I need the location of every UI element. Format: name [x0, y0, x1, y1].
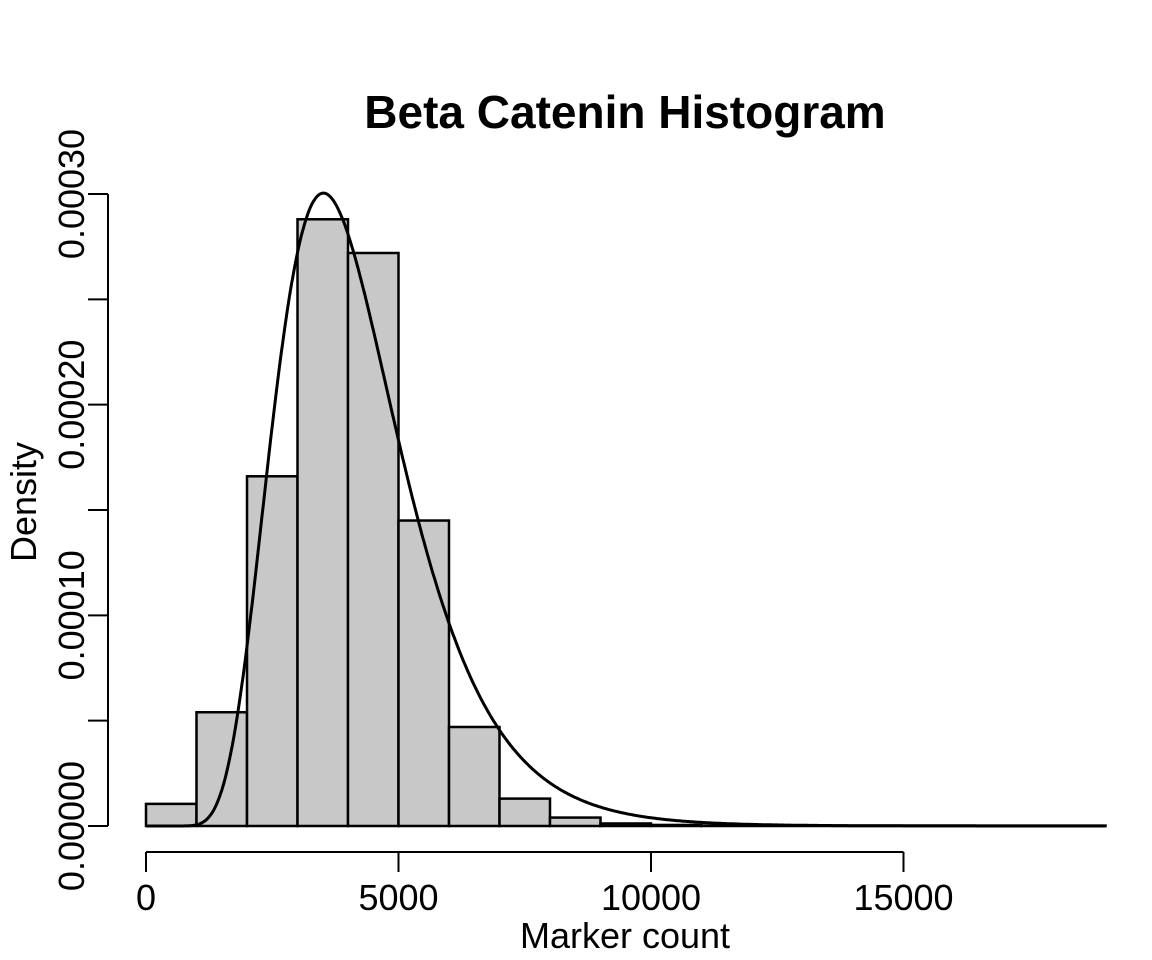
x-axis-label: Marker count — [520, 915, 730, 956]
y-tick-label: 0.00000 — [51, 761, 92, 891]
histogram-bar-4 — [346, 251, 400, 828]
density-curve — [146, 191, 1106, 828]
y-tick-label: 0.00020 — [51, 340, 92, 470]
histogram-bar-10 — [649, 823, 703, 828]
y-tick-label: 0.00030 — [51, 129, 92, 259]
histogram-bar-2 — [245, 475, 299, 828]
histogram-bar-7 — [498, 797, 552, 828]
chart-title: Beta Catenin Histogram — [364, 86, 885, 138]
histogram-bars — [144, 218, 1107, 828]
histogram-bar-6 — [447, 725, 501, 828]
histogram-bar-5 — [397, 519, 451, 828]
y-axis-label: Density — [3, 442, 44, 562]
x-tick-label: 15000 — [853, 877, 953, 918]
x-tick-label: 0 — [136, 877, 156, 918]
histogram-bar-9 — [599, 822, 653, 828]
x-tick-label: 10000 — [601, 877, 701, 918]
x-axis: 0 5000 10000 15000 — [136, 851, 954, 918]
histogram-bar-0 — [144, 802, 198, 828]
y-axis: 0.00000 0.00010 0.00020 0.00030 — [51, 129, 109, 891]
histogram-bar-3 — [296, 218, 350, 828]
x-tick-label: 5000 — [358, 877, 438, 918]
histogram-bar-8 — [548, 816, 602, 828]
histogram-bar-1 — [195, 710, 249, 828]
y-tick-label: 0.00010 — [51, 550, 92, 680]
